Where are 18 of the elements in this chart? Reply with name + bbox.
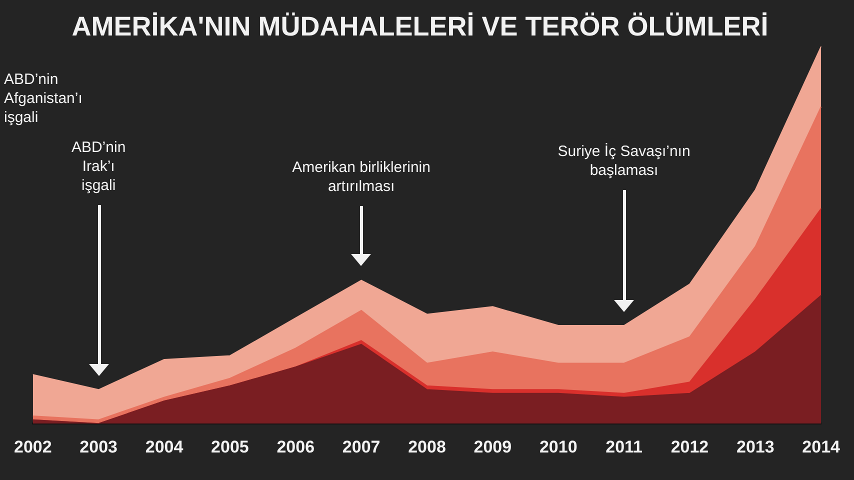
x-tick-label: 2013 <box>736 437 774 456</box>
x-tick-label: 2008 <box>408 437 446 456</box>
x-tick-label: 2012 <box>670 437 709 456</box>
x-tick-label: 2005 <box>211 437 249 456</box>
x-tick-label: 2014 <box>802 437 841 456</box>
x-tick-label: 2003 <box>80 437 118 456</box>
annotation: ABD’nin Afganistan’ı işgali <box>4 70 82 127</box>
chart-title: AMERİKA'NIN MÜDAHALELERİ VE TERÖR ÖLÜMLERİ <box>72 12 768 42</box>
annotation: ABD’nin Irak’ı işgali <box>70 138 127 195</box>
x-tick-label: 2002 <box>14 437 52 456</box>
x-tick-label: 2004 <box>145 437 184 456</box>
annotation: Suriye İç Savaşı’nın başlaması <box>556 142 692 180</box>
x-tick-label: 2007 <box>342 437 380 456</box>
x-tick-label: 2006 <box>276 437 315 456</box>
annotation: Amerikan birliklerinin artırılması <box>291 158 432 196</box>
x-tick-label: 2010 <box>539 437 578 456</box>
x-tick-label: 2011 <box>606 437 642 456</box>
x-tick-label: 2009 <box>474 437 512 456</box>
